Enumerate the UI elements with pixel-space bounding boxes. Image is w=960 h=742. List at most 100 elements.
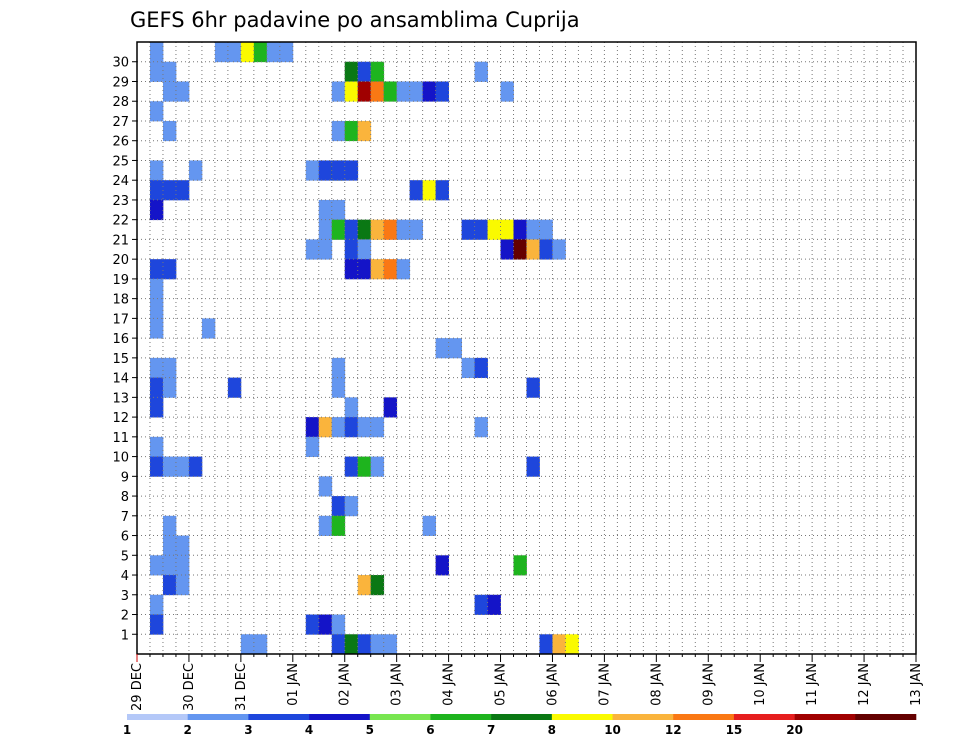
- cell-19: [383, 81, 398, 102]
- cell-0: [149, 42, 164, 63]
- cell-44: [318, 199, 333, 221]
- y-tick-label-30: 30: [112, 56, 129, 71]
- cell-124: [175, 555, 190, 576]
- y-tick-label-2: 2: [121, 609, 129, 624]
- cell-11: [370, 61, 385, 82]
- cell-108: [188, 456, 203, 477]
- cell-26: [162, 120, 177, 142]
- cell-18: [370, 81, 385, 102]
- cell-140: [331, 634, 346, 655]
- colorbar-label-8: 8: [548, 723, 556, 737]
- x-tick-label-4: 02 JAN: [338, 663, 353, 706]
- y-tick-label-22: 22: [112, 214, 129, 229]
- cell-89: [162, 377, 177, 398]
- cell-79: [149, 318, 164, 339]
- cell-22: [422, 81, 437, 102]
- cell-132: [474, 594, 488, 615]
- y-tick-label-26: 26: [112, 135, 129, 150]
- cell-14: [175, 81, 190, 102]
- colorbar: 1 2 3 4 5 6 7 8 10 12 15 20: [123, 714, 917, 737]
- colorbar-label-7: 7: [487, 723, 495, 737]
- cells-layer: [149, 42, 579, 655]
- cell-58: [513, 219, 527, 240]
- cell-4: [253, 42, 268, 63]
- cell-128: [175, 575, 190, 596]
- colorbar-label-12: 12: [665, 723, 682, 737]
- cell-31: [188, 160, 203, 181]
- cell-38: [162, 180, 177, 201]
- cell-144: [383, 634, 398, 655]
- cell-120: [162, 535, 177, 556]
- cell-10: [357, 61, 372, 82]
- cell-37: [149, 180, 164, 201]
- colorbar-swatch-8: [612, 714, 674, 720]
- y-axis: 1234567891011121314151617181920212223242…: [112, 56, 137, 643]
- cell-70: [149, 259, 164, 280]
- cell-54: [461, 219, 475, 240]
- cell-73: [357, 259, 372, 280]
- colorbar-label-2: 2: [184, 723, 192, 737]
- cell-88: [149, 377, 164, 398]
- cell-145: [539, 634, 553, 655]
- cell-76: [396, 259, 411, 280]
- cell-50: [370, 219, 385, 240]
- y-tick-label-9: 9: [121, 470, 129, 485]
- cell-78: [149, 298, 164, 319]
- cell-60: [539, 219, 553, 240]
- cell-109: [344, 456, 359, 477]
- x-tick-label-10: 08 JAN: [649, 663, 664, 706]
- cell-65: [500, 239, 514, 260]
- cell-25: [149, 101, 164, 122]
- cell-24: [500, 81, 514, 102]
- colorbar-label-4: 4: [305, 723, 313, 737]
- cell-8: [162, 61, 177, 82]
- colorbar-swatch-6: [491, 714, 553, 720]
- cell-20: [396, 81, 411, 102]
- y-tick-label-23: 23: [112, 194, 129, 209]
- cell-111: [370, 456, 385, 477]
- x-tick-label-2: 31 DEC: [234, 663, 249, 711]
- cell-77: [149, 278, 164, 300]
- colorbar-swatch-12: [855, 714, 917, 720]
- cell-75: [383, 259, 398, 280]
- x-tick-label-13: 11 JAN: [805, 663, 820, 706]
- colorbar-label-20: 20: [786, 723, 803, 737]
- y-tick-label-8: 8: [121, 490, 129, 505]
- cell-33: [318, 160, 333, 181]
- cell-81: [435, 338, 449, 359]
- cell-69: [552, 239, 566, 260]
- y-tick-label-1: 1: [121, 628, 129, 643]
- y-tick-label-4: 4: [121, 569, 129, 584]
- cell-133: [487, 594, 501, 615]
- colorbar-swatch-2: [248, 714, 310, 720]
- cell-91: [331, 377, 346, 398]
- colorbar-swatch-7: [551, 714, 613, 720]
- cell-45: [331, 199, 346, 221]
- cell-42: [435, 180, 449, 201]
- cell-56: [487, 219, 501, 240]
- cell-67: [526, 239, 540, 260]
- cell-55: [474, 219, 488, 240]
- x-tick-label-14: 12 JAN: [857, 663, 872, 706]
- y-tick-label-29: 29: [112, 75, 129, 90]
- cell-1: [214, 42, 229, 63]
- cell-131: [149, 594, 164, 615]
- cell-68: [539, 239, 553, 260]
- colorbar-swatch-4: [369, 714, 431, 720]
- cell-74: [370, 259, 385, 280]
- colorbar-label-1: 1: [123, 723, 131, 737]
- y-tick-label-6: 6: [121, 530, 129, 545]
- y-tick-label-12: 12: [112, 411, 129, 426]
- y-tick-label-19: 19: [112, 273, 129, 288]
- cell-29: [357, 120, 372, 142]
- cell-66: [513, 239, 527, 260]
- cell-137: [331, 614, 346, 635]
- x-tick-label-7: 05 JAN: [494, 663, 509, 706]
- cell-3: [240, 42, 255, 63]
- cell-110: [357, 456, 372, 477]
- colorbar-swatch-1: [187, 714, 249, 720]
- cell-121: [175, 535, 190, 556]
- cell-49: [357, 219, 372, 240]
- cell-47: [331, 219, 346, 240]
